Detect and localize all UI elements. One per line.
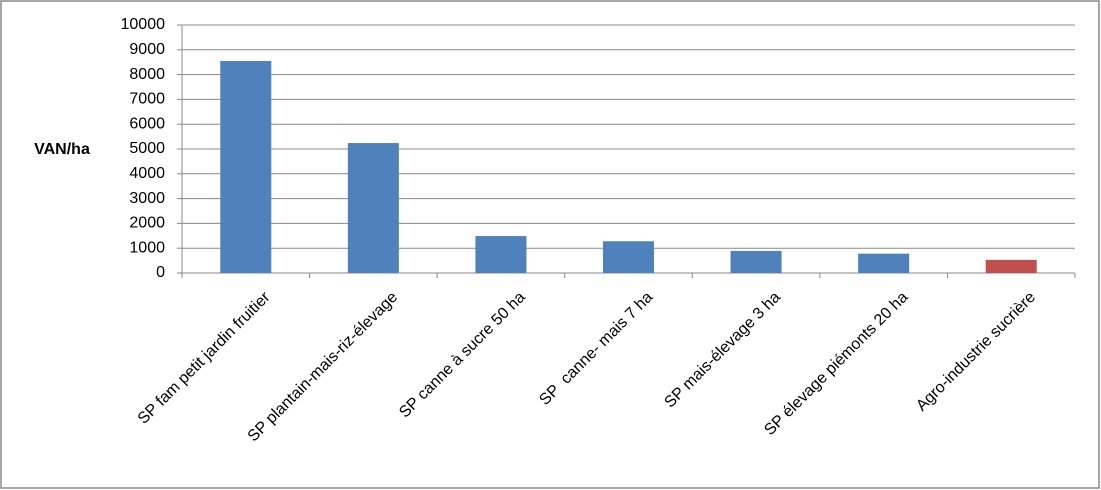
y-tick-label: 4000 xyxy=(129,165,165,182)
y-axis-label: VAN/ha xyxy=(34,141,90,158)
y-tick-label: 0 xyxy=(156,264,165,281)
y-tick-label: 1000 xyxy=(129,239,165,256)
bar xyxy=(730,250,782,273)
y-tick-label: 9000 xyxy=(129,41,165,58)
y-tick-label: 6000 xyxy=(129,115,165,132)
y-tick-label: 8000 xyxy=(129,66,165,83)
bar xyxy=(347,143,399,273)
bar xyxy=(602,241,655,273)
y-tick-label: 7000 xyxy=(129,91,165,108)
bar xyxy=(858,253,910,273)
bar xyxy=(220,60,272,274)
y-tick-label: 2000 xyxy=(129,215,165,232)
bar xyxy=(475,236,527,273)
y-tick-label: 5000 xyxy=(129,140,165,157)
y-tick-label: 3000 xyxy=(129,190,165,207)
y-tick-label: 10000 xyxy=(121,16,166,33)
bar xyxy=(985,259,1037,273)
